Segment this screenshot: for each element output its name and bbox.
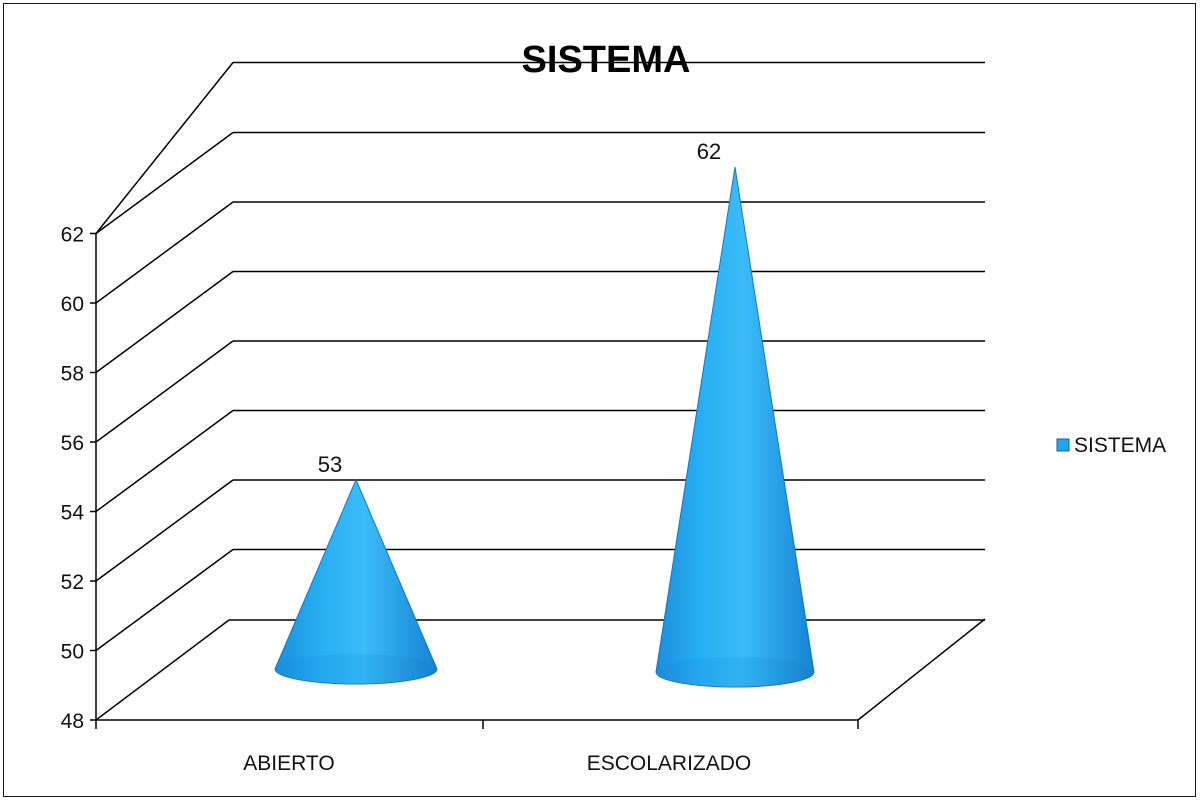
cone-bar-abierto	[274, 478, 438, 685]
y-tick-label: 56	[61, 432, 84, 455]
gridline-wall-50	[95, 548, 234, 652]
chart-title: SISTEMA	[522, 39, 691, 81]
grid-layer	[95, 61, 985, 721]
labels-layer: 48 50 52 54 56 58 60 62 ABIERTO ESCOLARIZADO 53 62	[61, 139, 752, 775]
x-tick-label: ABIERTO	[243, 752, 334, 775]
marks-layer	[274, 166, 815, 688]
y-tick-label: 62	[61, 224, 84, 247]
x-tick-label: ESCOLARIZADO	[587, 752, 752, 775]
y-tick-label: 60	[61, 293, 84, 316]
floor-right-edge	[857, 618, 986, 721]
y-tick-label: 48	[61, 710, 84, 733]
y-tick-label: 54	[61, 502, 85, 525]
gridline-wall-60	[95, 201, 234, 304]
data-label: 62	[697, 139, 721, 164]
gridline-wall-52	[95, 479, 234, 582]
gridline-wall-54	[95, 409, 234, 513]
legend: SISTEMA	[1056, 434, 1166, 457]
cone-body	[274, 478, 438, 685]
chart-frame	[3, 3, 1196, 797]
cone-base	[275, 654, 437, 684]
y-tick-label: 58	[61, 363, 84, 386]
data-label: 53	[318, 452, 342, 477]
cone-base	[656, 657, 814, 687]
cone-body	[655, 166, 815, 688]
cone-bar-escolarizado	[655, 166, 815, 688]
legend-swatch	[1056, 438, 1070, 452]
gridline-wall-56	[95, 340, 234, 443]
y-tick-label: 50	[61, 641, 84, 664]
y-tick-label: 52	[61, 571, 84, 594]
gridline-wall-62	[95, 131, 234, 235]
axis-layer	[90, 232, 986, 729]
gridline-wall-top	[95, 62, 234, 234]
gridline-wall-58	[95, 270, 234, 374]
legend-label: SISTEMA	[1074, 434, 1166, 457]
floor-left-edge	[95, 619, 230, 721]
